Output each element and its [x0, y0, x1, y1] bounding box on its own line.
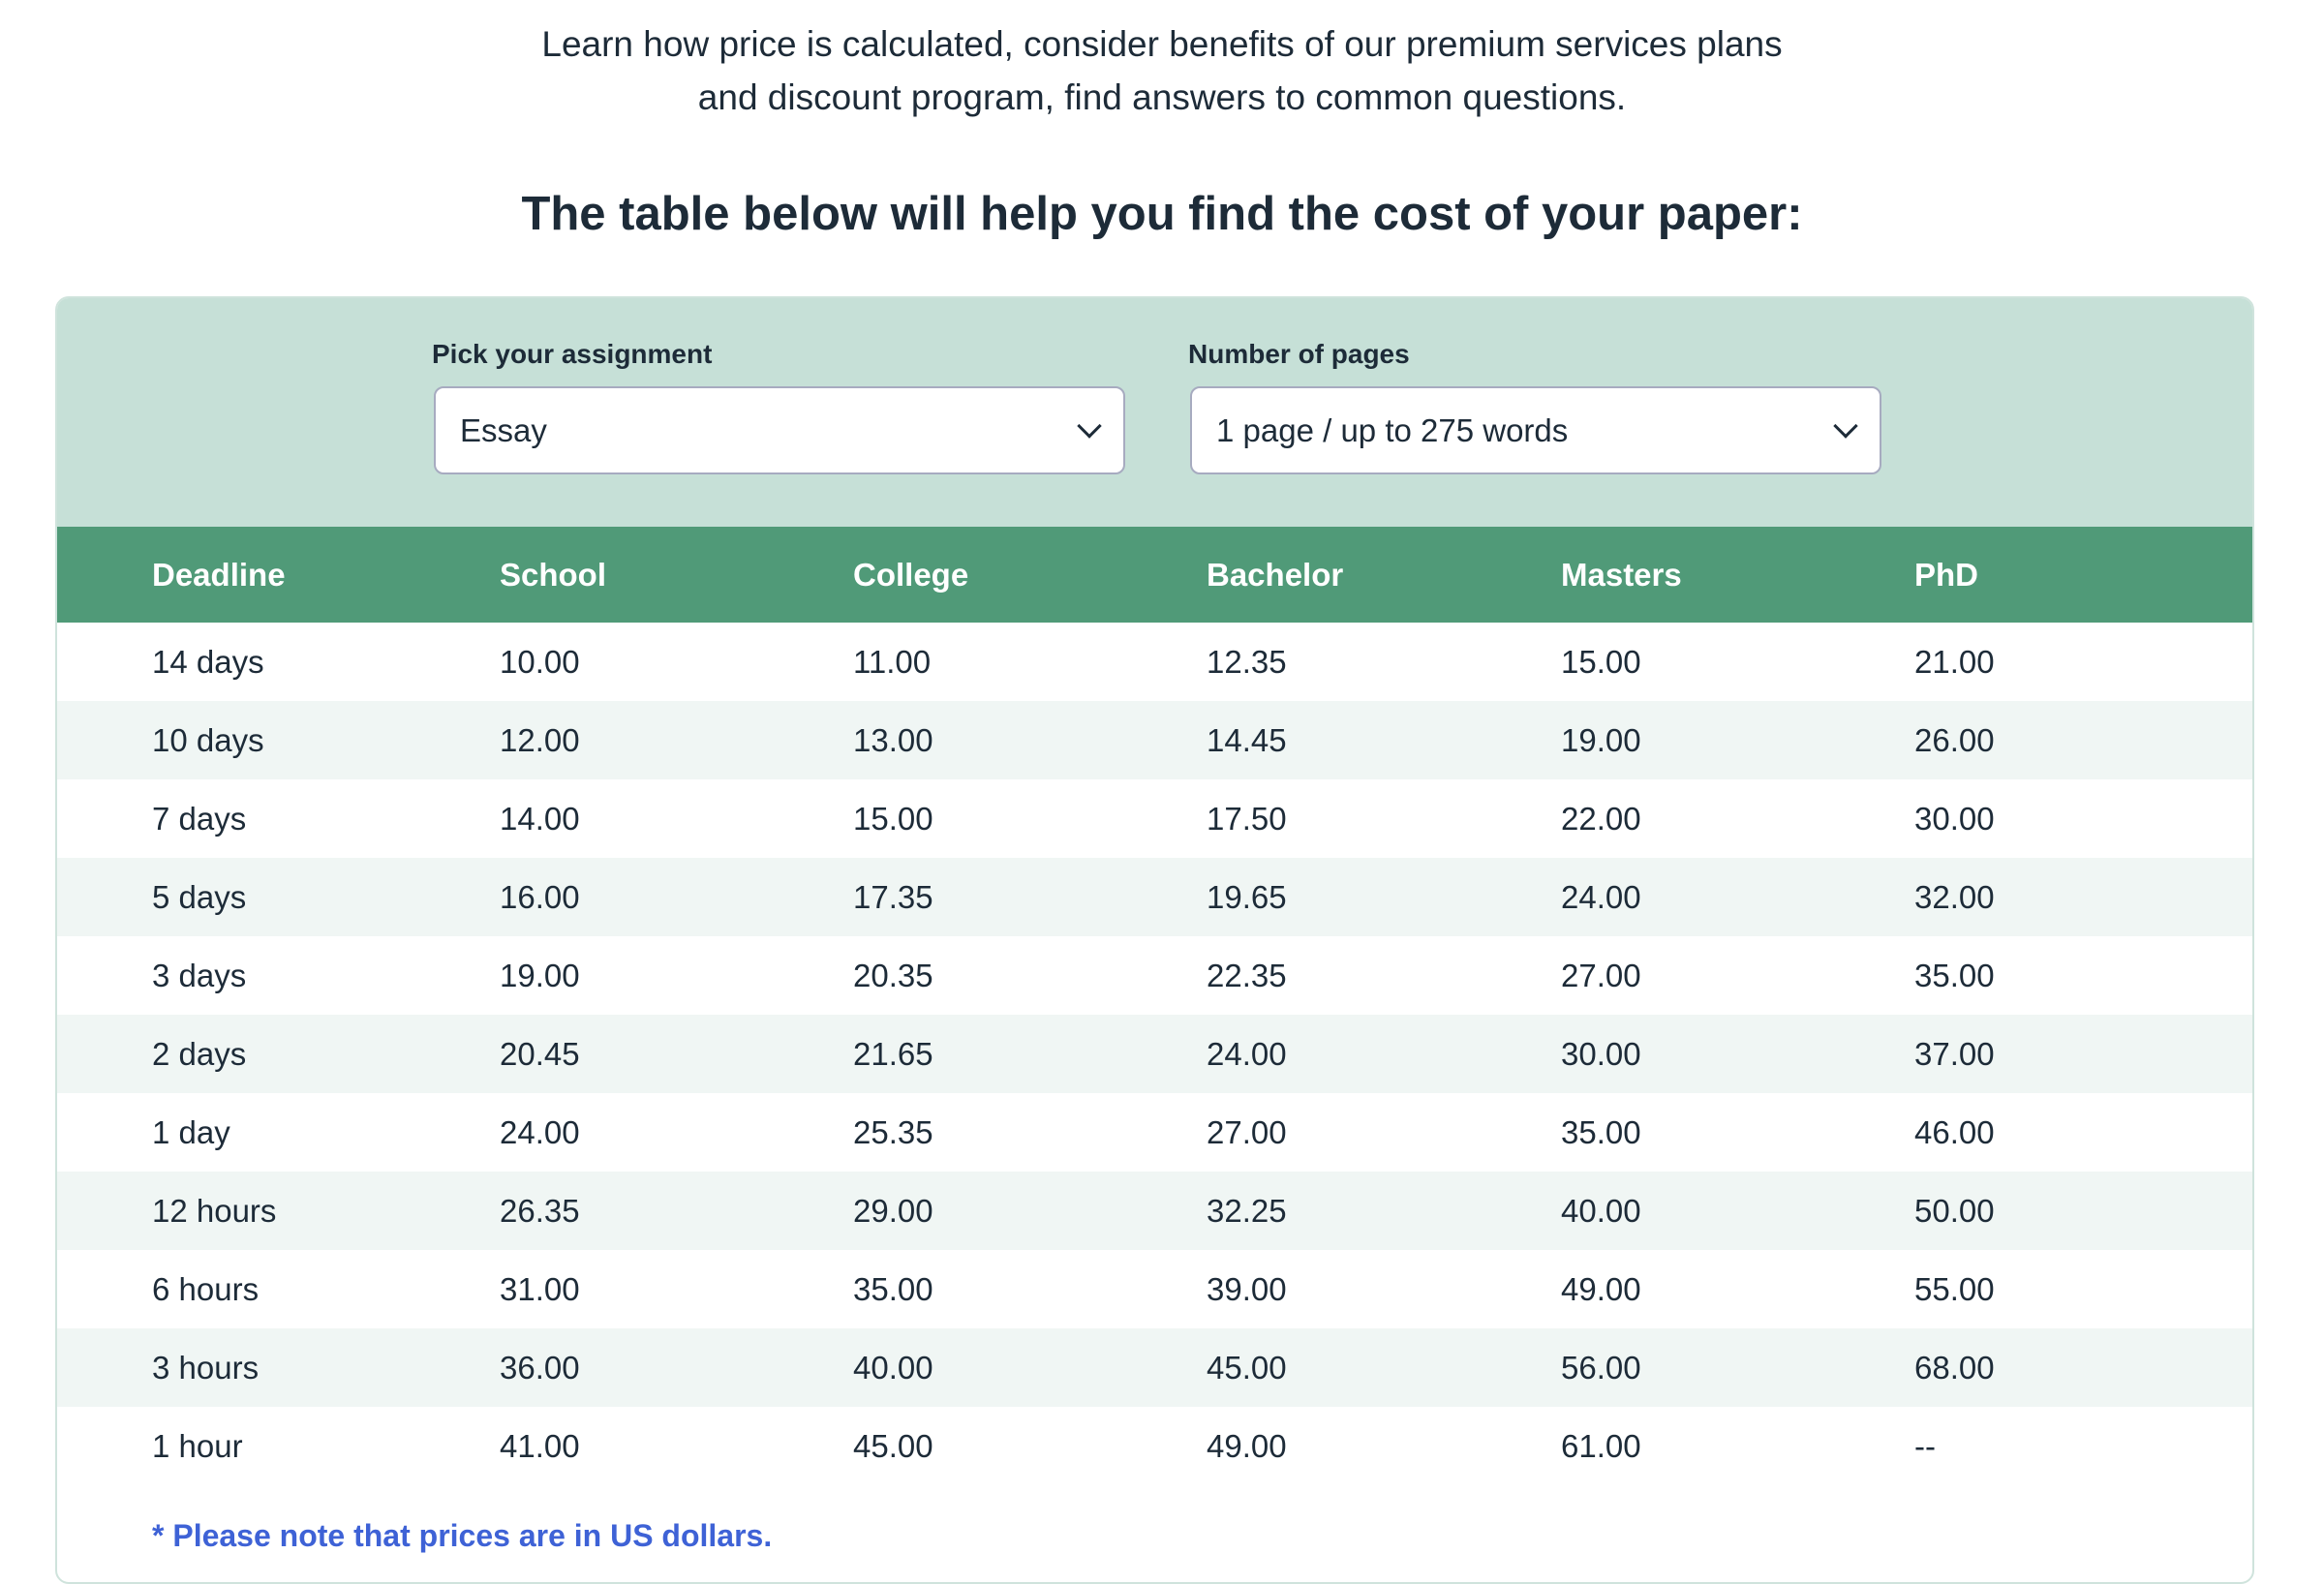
price-cell: 55.00 [1914, 1271, 1995, 1307]
price-cell: 49.00 [1561, 1271, 1641, 1307]
price-cell: 32.25 [1207, 1193, 1287, 1229]
price-cell: 50.00 [1914, 1193, 1995, 1229]
price-cell: 25.35 [853, 1114, 933, 1150]
deadline-cell: 14 days [152, 644, 264, 680]
currency-note: * Please note that prices are in US doll… [152, 1518, 773, 1553]
price-cell: 24.00 [500, 1114, 580, 1150]
price-cell: 24.00 [1207, 1036, 1287, 1072]
price-cell: 12.35 [1207, 644, 1287, 680]
pages-value: 1 page / up to 275 words [1216, 412, 1569, 448]
column-header-school: School [500, 557, 607, 593]
price-cell: 15.00 [1561, 644, 1641, 680]
price-cell: 46.00 [1914, 1114, 1995, 1150]
price-cell: -- [1914, 1428, 1936, 1464]
price-cell: 35.00 [1914, 958, 1995, 993]
price-cell: 40.00 [1561, 1193, 1641, 1229]
price-cell: 32.00 [1914, 879, 1995, 915]
table-row: 14 days 10.00 11.00 12.35 15.00 21.00 [57, 623, 2252, 701]
price-cell: 36.00 [500, 1350, 580, 1386]
filters-panel: Pick your assignment Essay Number of pag… [57, 298, 2252, 527]
deadline-cell: 1 hour [152, 1428, 243, 1464]
price-cell: 20.45 [500, 1036, 580, 1072]
price-cell: 35.00 [853, 1271, 933, 1307]
price-cell: 17.35 [853, 879, 933, 915]
price-cell: 61.00 [1561, 1428, 1641, 1464]
deadline-cell: 3 days [152, 958, 247, 993]
price-cell: 41.00 [500, 1428, 580, 1464]
price-cell: 13.00 [853, 722, 933, 758]
page-heading: The table below will help you find the c… [521, 188, 1803, 240]
price-cell: 20.35 [853, 958, 933, 993]
deadline-cell: 3 hours [152, 1350, 260, 1386]
table-row: 5 days 16.00 17.35 19.65 24.00 32.00 [57, 858, 2252, 936]
deadline-cell: 10 days [152, 722, 264, 758]
intro-line: and discount program, find answers to co… [697, 77, 1627, 117]
price-cell: 27.00 [1561, 958, 1641, 993]
price-cell: 68.00 [1914, 1350, 1995, 1386]
column-header-phd: PhD [1914, 557, 1978, 593]
table-row: 2 days 20.45 21.65 24.00 30.00 37.00 [57, 1015, 2252, 1093]
price-cell: 12.00 [500, 722, 580, 758]
pages-label: Number of pages [1188, 339, 1410, 369]
price-cell: 56.00 [1561, 1350, 1641, 1386]
price-cell: 19.00 [500, 958, 580, 993]
price-cell: 22.35 [1207, 958, 1287, 993]
price-cell: 39.00 [1207, 1271, 1287, 1307]
price-cell: 16.00 [500, 879, 580, 915]
price-cell: 15.00 [853, 801, 933, 837]
price-cell: 14.00 [500, 801, 580, 837]
price-cell: 40.00 [853, 1350, 933, 1386]
intro-line: Learn how price is calculated, consider … [541, 24, 1783, 64]
price-cell: 22.00 [1561, 801, 1641, 837]
chevron-down-icon [1833, 413, 1858, 439]
price-cell: 24.00 [1561, 879, 1641, 915]
column-header-deadline: Deadline [152, 557, 286, 593]
assignment-select[interactable]: Essay [434, 386, 1125, 474]
price-cell: 21.00 [1914, 644, 1995, 680]
pages-select[interactable]: 1 page / up to 275 words [1190, 386, 1881, 474]
table-row: 3 hours 36.00 40.00 45.00 56.00 68.00 [57, 1328, 2252, 1407]
assignment-label: Pick your assignment [432, 339, 713, 369]
price-cell: 49.00 [1207, 1428, 1287, 1464]
table-row: 1 day 24.00 25.35 27.00 35.00 46.00 [57, 1093, 2252, 1172]
deadline-cell: 5 days [152, 879, 247, 915]
column-header-bachelor: Bachelor [1207, 557, 1344, 593]
table-row: 1 hour 41.00 45.00 49.00 61.00 -- [57, 1407, 2252, 1485]
table-row: 3 days 19.00 20.35 22.35 27.00 35.00 [57, 936, 2252, 1015]
deadline-cell: 12 hours [152, 1193, 277, 1229]
price-cell: 19.65 [1207, 879, 1287, 915]
price-cell: 14.45 [1207, 722, 1287, 758]
deadline-cell: 1 day [152, 1114, 230, 1150]
table-header: Deadline School College Bachelor Masters PhD [57, 527, 2252, 623]
price-cell: 35.00 [1561, 1114, 1641, 1150]
table-row: 10 days 12.00 13.00 14.45 19.00 26.00 [57, 701, 2252, 779]
price-cell: 11.00 [853, 644, 932, 680]
price-cell: 17.50 [1207, 801, 1287, 837]
table-row: 7 days 14.00 15.00 17.50 22.00 30.00 [57, 779, 2252, 858]
price-cell: 29.00 [853, 1193, 933, 1229]
price-cell: 30.00 [1561, 1036, 1641, 1072]
price-cell: 19.00 [1561, 722, 1641, 758]
price-cell: 27.00 [1207, 1114, 1287, 1150]
chevron-down-icon [1077, 413, 1102, 439]
column-header-college: College [853, 557, 969, 593]
intro-text: Learn how price is calculated, consider … [0, 17, 2324, 124]
price-cell: 21.65 [853, 1036, 933, 1072]
table-row: 12 hours 26.35 29.00 32.25 40.00 50.00 [57, 1172, 2252, 1250]
price-cell: 45.00 [853, 1428, 933, 1464]
price-cell: 26.00 [1914, 722, 1995, 758]
price-cell: 45.00 [1207, 1350, 1287, 1386]
price-cell: 26.35 [500, 1193, 580, 1229]
price-cell: 31.00 [500, 1271, 580, 1307]
column-header-masters: Masters [1561, 557, 1682, 593]
assignment-value: Essay [460, 412, 547, 448]
price-cell: 30.00 [1914, 801, 1995, 837]
price-table-card: Pick your assignment Essay Number of pag… [55, 296, 2254, 1584]
table-row: 6 hours 31.00 35.00 39.00 49.00 55.00 [57, 1250, 2252, 1328]
deadline-cell: 7 days [152, 801, 247, 837]
price-cell: 10.00 [500, 644, 580, 680]
deadline-cell: 6 hours [152, 1271, 260, 1307]
price-cell: 37.00 [1914, 1036, 1995, 1072]
deadline-cell: 2 days [152, 1036, 247, 1072]
